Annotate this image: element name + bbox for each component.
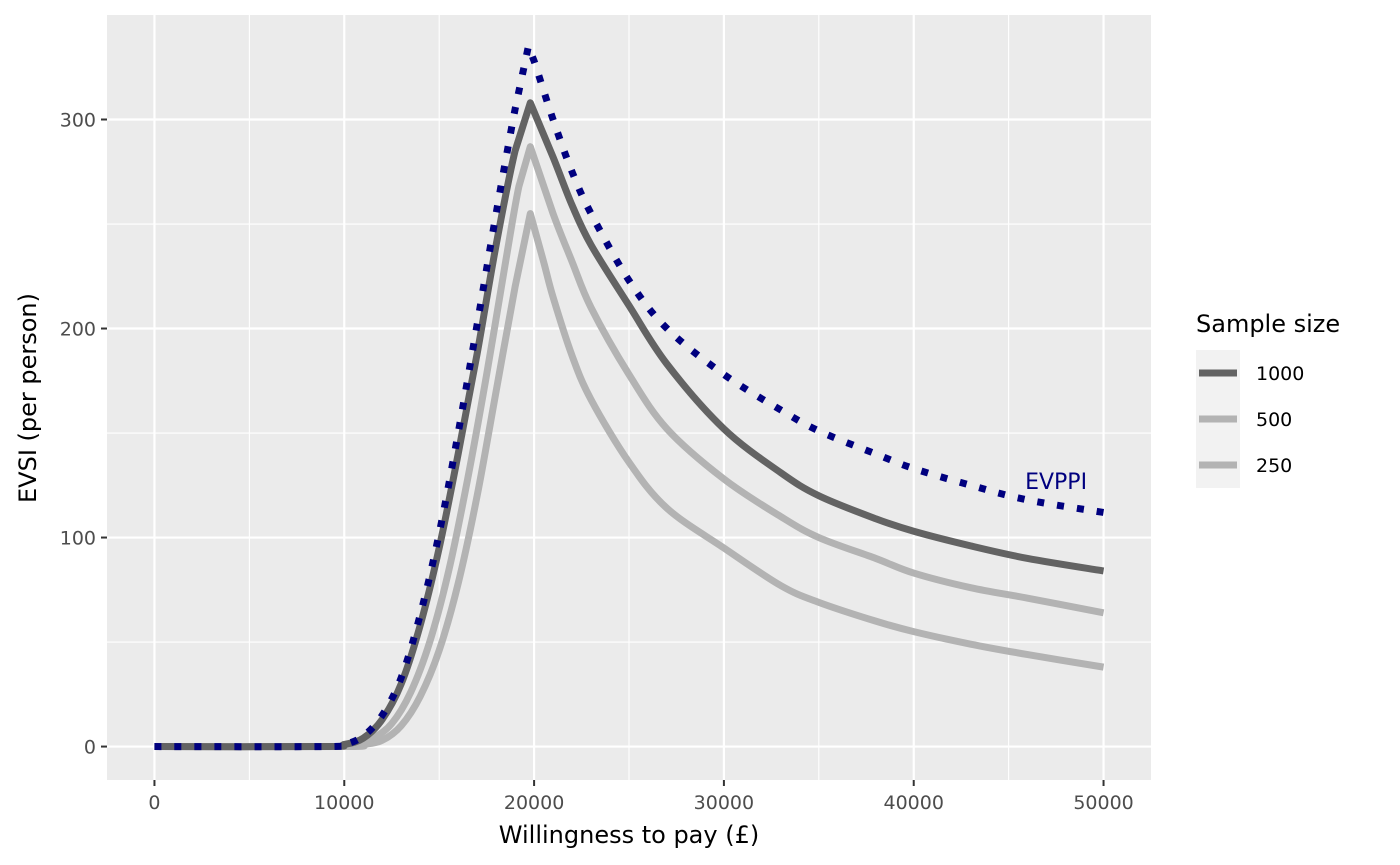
series-line-evppi [154, 42, 1105, 751]
series-layer [154, 42, 1105, 751]
legend-title: Sample size [1196, 310, 1340, 338]
series-line-250 [154, 210, 1105, 751]
x-tick-label: 0 [148, 792, 160, 814]
x-axis: 0 10000 20000 30000 40000 50000 [148, 780, 1134, 814]
legend-label-1000: 1000 [1256, 363, 1304, 385]
legend: Sample size 1000 500 250 [1196, 310, 1340, 488]
y-axis: 0 100 200 300 [60, 110, 107, 759]
x-axis-title: Willingness to pay (£) [499, 821, 759, 849]
y-tick-label: 200 [60, 319, 96, 341]
y-tick-label: 300 [60, 110, 96, 132]
series-line-1000 [154, 99, 1105, 751]
x-tick-label: 10000 [314, 792, 374, 814]
x-tick-label: 40000 [884, 792, 944, 814]
series-line-500 [154, 143, 1105, 751]
grid-major [107, 15, 1151, 780]
annotation-label: EVPPI [1025, 470, 1087, 495]
legend-label-500: 500 [1256, 409, 1292, 431]
y-tick-label: 0 [84, 737, 96, 759]
annotation-layer: EVPPI [1025, 470, 1087, 495]
x-tick-label: 20000 [504, 792, 564, 814]
legend-label-250: 250 [1256, 455, 1292, 477]
legend-items: 1000 500 250 [1199, 363, 1304, 477]
y-axis-title: EVSI (per person) [14, 293, 42, 503]
x-tick-label: 50000 [1073, 792, 1133, 814]
x-tick-label: 30000 [694, 792, 754, 814]
y-tick-label: 100 [60, 528, 96, 550]
